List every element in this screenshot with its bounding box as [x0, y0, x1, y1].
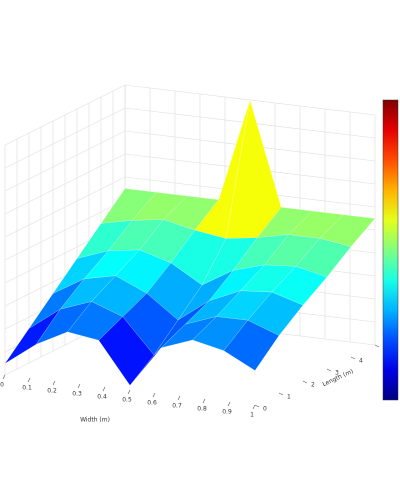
- y-tick: [326, 368, 332, 372]
- x-tick-label: 0: [0, 382, 4, 389]
- x-tick: [102, 386, 106, 392]
- colorbar: [382, 99, 399, 401]
- x-tick-label: 0.6: [147, 400, 157, 407]
- x-tick: [252, 404, 256, 410]
- x-tick-label: 0.2: [47, 388, 57, 395]
- y-tick: [278, 392, 284, 396]
- x-tick-label: 0.1: [22, 385, 32, 392]
- x-tick: [177, 395, 181, 401]
- y-tick-label: 4: [359, 358, 363, 365]
- x-tick: [227, 401, 231, 407]
- x-tick: [152, 392, 156, 398]
- y-tick-label: 3: [335, 370, 339, 377]
- y-tick: [254, 404, 260, 408]
- x-tick: [77, 383, 81, 389]
- x-tick-label: 0.7: [172, 403, 182, 410]
- x-tick: [27, 377, 31, 383]
- x-tick: [2, 374, 6, 380]
- y-tick: [302, 380, 308, 384]
- surface-patch: [223, 320, 280, 371]
- y-tick: [374, 344, 380, 348]
- x-tick-label: 0.5: [122, 397, 132, 404]
- x-tick-label: 0.4: [97, 394, 107, 401]
- x-tick-label: 0.9: [222, 409, 232, 416]
- x-tick: [127, 389, 131, 395]
- x-tick: [202, 398, 206, 404]
- y-tick-label: 0: [263, 406, 267, 413]
- y-tick-label: 1: [287, 394, 291, 401]
- x-tick-label: 0.3: [72, 391, 82, 398]
- y-tick-label: 2: [311, 382, 315, 389]
- x-axis-label: Width (m): [80, 417, 110, 424]
- y-tick: [350, 356, 356, 360]
- x-tick-label: 0.8: [197, 406, 207, 413]
- x-tick: [52, 380, 56, 386]
- wall-line: [4, 84, 376, 146]
- x-tick-label: 1: [250, 412, 254, 419]
